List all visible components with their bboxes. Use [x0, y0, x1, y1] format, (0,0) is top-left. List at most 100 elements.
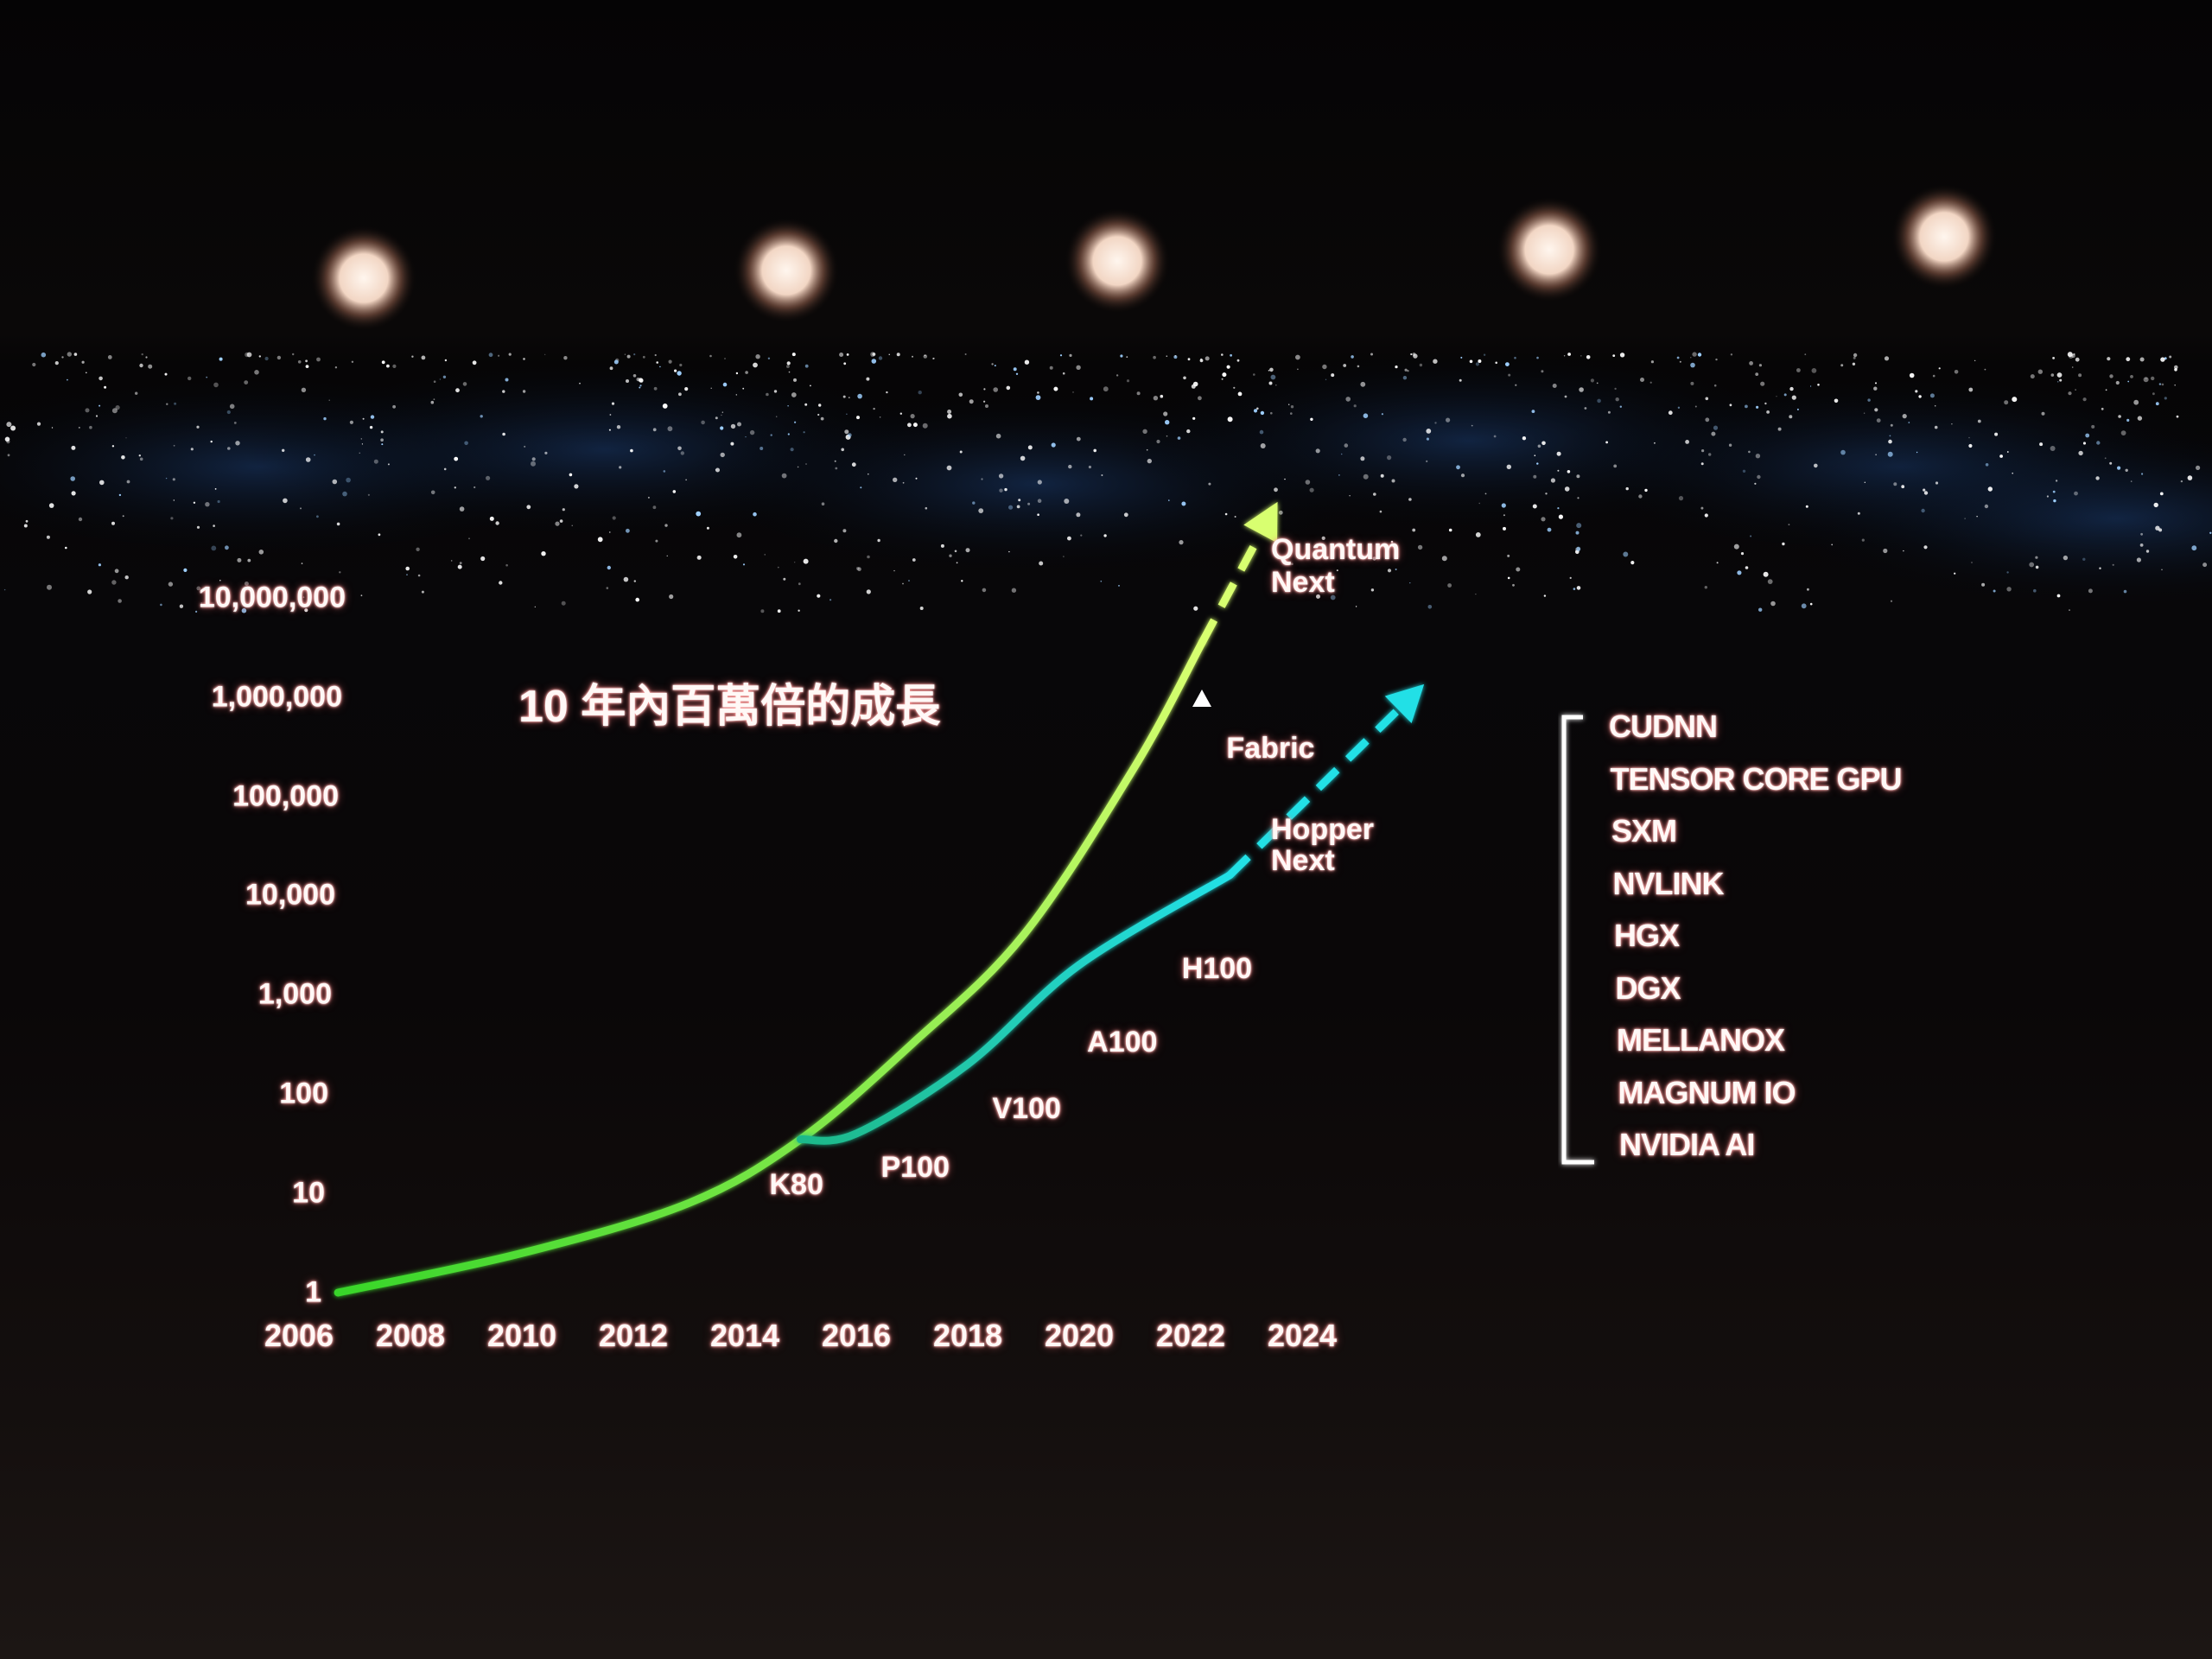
star: [2133, 399, 2139, 405]
star: [1103, 386, 1109, 392]
star: [1999, 454, 2004, 458]
star: [1402, 437, 1407, 442]
star: [1564, 486, 1570, 492]
star: [1027, 445, 1033, 450]
star: [360, 594, 363, 597]
star: [1801, 603, 1807, 609]
star: [1893, 482, 1897, 486]
star: [1412, 353, 1416, 356]
star: [1008, 550, 1010, 553]
star: [1968, 436, 1970, 439]
star: [888, 353, 890, 355]
star: [834, 460, 836, 462]
star: [946, 465, 952, 471]
star: [1434, 422, 1437, 424]
star: [1126, 379, 1130, 383]
star: [2105, 389, 2107, 391]
star: [685, 479, 687, 481]
star: [1120, 354, 1123, 358]
star: [1654, 442, 1656, 444]
star: [480, 415, 483, 418]
star: [430, 400, 435, 404]
star: [417, 574, 421, 577]
star: [526, 505, 531, 510]
star: [86, 372, 87, 374]
star: [1831, 543, 1834, 546]
star: [211, 545, 217, 551]
star: [639, 385, 642, 387]
star: [2104, 457, 2107, 460]
star: [1809, 602, 1813, 606]
star: [1053, 386, 1058, 391]
star: [2073, 353, 2075, 356]
star: [498, 354, 500, 357]
star: [244, 582, 249, 586]
star: [745, 371, 748, 374]
star: [1902, 414, 1907, 419]
star: [71, 445, 76, 450]
star: [912, 423, 918, 428]
star: [1614, 387, 1617, 391]
star: [1573, 588, 1576, 590]
star: [1810, 385, 1812, 387]
star: [1796, 368, 1801, 372]
star: [626, 528, 630, 533]
star: [1776, 396, 1777, 397]
star: [2006, 587, 2012, 592]
star: [1459, 378, 1462, 382]
star: [1006, 385, 1011, 391]
star: [1577, 497, 1580, 499]
star: [2159, 492, 2164, 496]
star: [791, 392, 797, 397]
star: [1916, 451, 1918, 454]
star: [1275, 384, 1277, 386]
star: [297, 360, 302, 364]
x-tick-label: 2012: [598, 1318, 669, 1353]
star: [2012, 472, 2013, 474]
star: [1163, 411, 1168, 416]
star: [2006, 571, 2009, 574]
star: [416, 547, 420, 551]
star: [1692, 352, 1697, 357]
star: [919, 607, 924, 610]
star: [893, 477, 898, 482]
star: [1493, 435, 1497, 438]
star: [1419, 363, 1423, 367]
star: [1360, 456, 1365, 461]
star: [4, 436, 10, 442]
star: [1192, 416, 1196, 420]
star: [922, 423, 928, 429]
star: [1020, 455, 1026, 461]
star: [505, 563, 508, 567]
star: [932, 357, 935, 359]
star: [1027, 502, 1031, 505]
arrow-head-icon: [1384, 683, 1425, 724]
star: [1690, 357, 1692, 359]
star: [563, 356, 568, 360]
star: [1226, 365, 1230, 369]
star: [1730, 353, 1733, 356]
star: [1733, 543, 1739, 550]
star: [1791, 395, 1796, 400]
star: [229, 404, 235, 410]
star: [730, 442, 734, 446]
star: [508, 353, 512, 356]
ceiling-light: [733, 217, 840, 324]
star: [1253, 373, 1255, 376]
star: [1921, 508, 1925, 513]
star: [1715, 358, 1718, 361]
star: [1889, 435, 1891, 437]
star: [678, 392, 682, 397]
star: [1903, 550, 1904, 552]
star: [663, 470, 666, 473]
star: [767, 357, 771, 359]
star: [1638, 494, 1643, 499]
star: [1351, 355, 1354, 359]
star: [2169, 355, 2172, 359]
star: [1713, 425, 1719, 430]
star: [1460, 356, 1463, 359]
star: [1118, 585, 1120, 587]
star: [1685, 440, 1689, 444]
star: [227, 447, 231, 450]
star: [99, 376, 103, 381]
